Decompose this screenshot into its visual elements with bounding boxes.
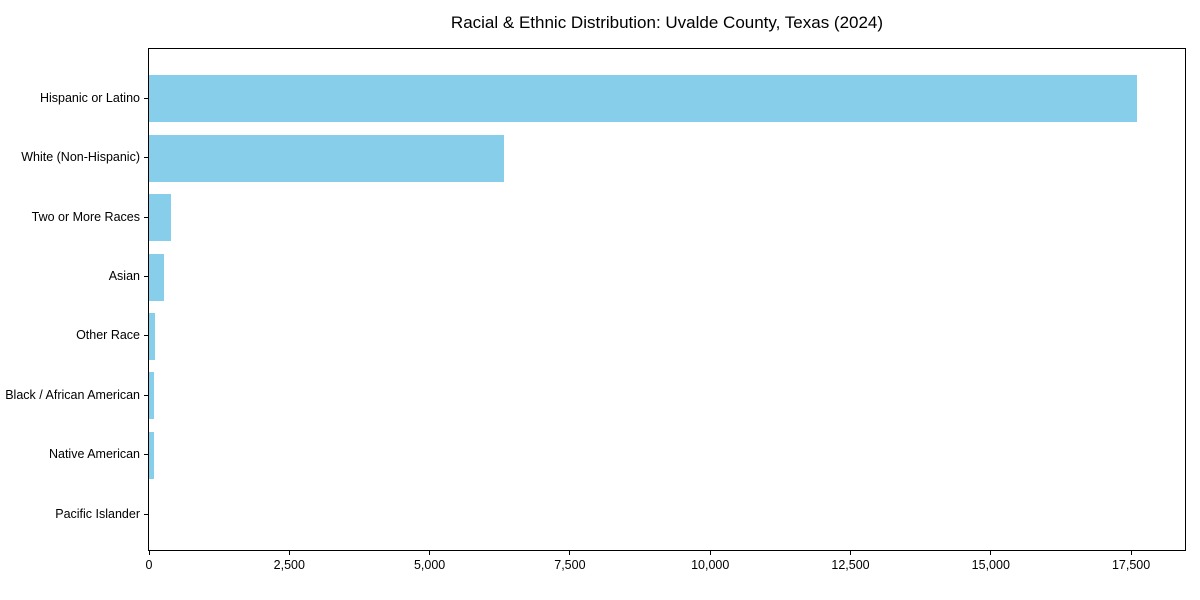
x-tick-label: 10,000 [691,558,730,572]
bar [149,253,165,301]
y-tick-mark [144,276,148,277]
bar [149,431,154,479]
y-tick-label: Hispanic or Latino [39,90,140,105]
bar [149,372,154,420]
plot-area [148,48,1186,551]
y-tick-mark [144,394,148,396]
y-tick-mark [144,335,148,337]
bar [149,312,155,360]
x-tick-label: 5,000 [413,558,446,572]
y-tick-label: Two or More Races [31,209,140,224]
x-tick-mark [709,551,711,555]
y-tick-mark [144,97,148,99]
x-tick-mark [569,551,571,555]
chart-title: Racial & Ethnic Distribution: Uvalde Cou… [450,13,884,32]
x-tick-label: 15,000 [971,558,1010,572]
bar [149,194,172,242]
x-tick-label: 12,500 [831,558,870,572]
x-tick-mark [288,551,290,555]
x-tick-label: 17,500 [1111,558,1151,572]
y-tick-label: Native American [48,447,140,462]
x-tick-label: 2,500 [273,558,305,572]
x-tick-label: 7,500 [554,558,586,572]
y-tick-label: Black / African American [5,387,140,402]
x-tick-label: 0 [145,558,153,572]
y-tick-mark [144,513,148,515]
y-tick-label: Asian [108,269,140,283]
x-tick-mark [1130,551,1132,555]
y-tick-mark [144,216,148,218]
y-tick-label: Other Race [76,328,140,343]
x-tick-mark [429,551,431,555]
x-tick-mark [990,551,992,555]
bar [149,134,505,182]
bar [149,75,1137,123]
y-tick-label: Pacific Islander [55,506,140,521]
y-tick-mark [144,454,148,456]
x-tick-mark [850,551,851,555]
y-tick-label: White (Non-Hispanic) [21,150,140,165]
x-tick-mark [148,551,150,555]
y-tick-mark [144,157,148,159]
